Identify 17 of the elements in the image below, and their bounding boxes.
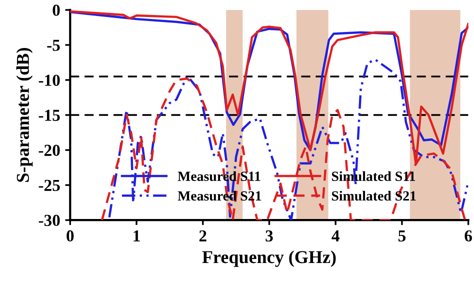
y-tick-label: -30 [38,214,60,226]
x-tick-label: 3 [266,230,273,242]
y-tick-label: -25 [38,180,60,192]
x-tick-label: 1 [134,230,140,242]
y-tick-label: -20 [38,144,60,156]
x-tick-label: 6 [464,230,472,242]
x-tick-label: 4 [332,230,340,242]
legend-label: Simulated S21 [332,190,416,201]
y-tick-label: -10 [38,74,60,86]
x-tick-label: 0 [66,230,74,242]
y-tick-label: 0 [52,4,60,16]
y-tick-label: -5 [47,40,60,51]
x-tick-label: 2 [199,230,206,242]
y-axis-title: S-parameter (dB) [16,48,33,182]
y-tick-label: -15 [38,110,60,121]
x-tick-label: 5 [398,230,406,242]
x-axis-title: Frequency (GHz) [202,250,336,267]
